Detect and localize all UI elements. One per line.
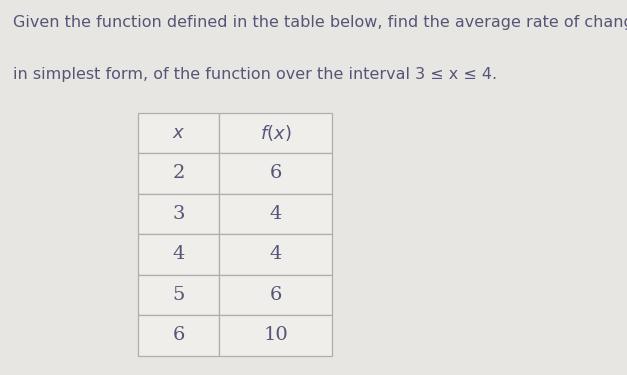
- Text: $f(x)$: $f(x)$: [260, 123, 292, 143]
- Text: 6: 6: [172, 326, 185, 344]
- Bar: [219, 234, 332, 274]
- Bar: [138, 274, 219, 315]
- Text: 6: 6: [270, 286, 282, 304]
- Bar: [138, 234, 219, 274]
- Bar: [219, 153, 332, 194]
- Bar: [219, 274, 332, 315]
- Text: 4: 4: [270, 245, 282, 263]
- Bar: [138, 153, 219, 194]
- Text: Given the function defined in the table below, find the average rate of change,: Given the function defined in the table …: [13, 15, 627, 30]
- Text: 2: 2: [172, 164, 185, 182]
- Text: in simplest form, of the function over the interval 3 ≤ x ≤ 4.: in simplest form, of the function over t…: [13, 68, 497, 82]
- Text: 6: 6: [270, 164, 282, 182]
- Text: 4: 4: [270, 205, 282, 223]
- Text: 3: 3: [172, 205, 185, 223]
- Text: 4: 4: [172, 245, 185, 263]
- Text: 5: 5: [172, 286, 185, 304]
- Bar: [138, 112, 219, 153]
- Text: 10: 10: [263, 326, 288, 344]
- Bar: [138, 194, 219, 234]
- Bar: [219, 112, 332, 153]
- Text: $x$: $x$: [172, 124, 186, 142]
- Bar: [219, 194, 332, 234]
- Bar: [219, 315, 332, 356]
- Bar: [138, 315, 219, 356]
